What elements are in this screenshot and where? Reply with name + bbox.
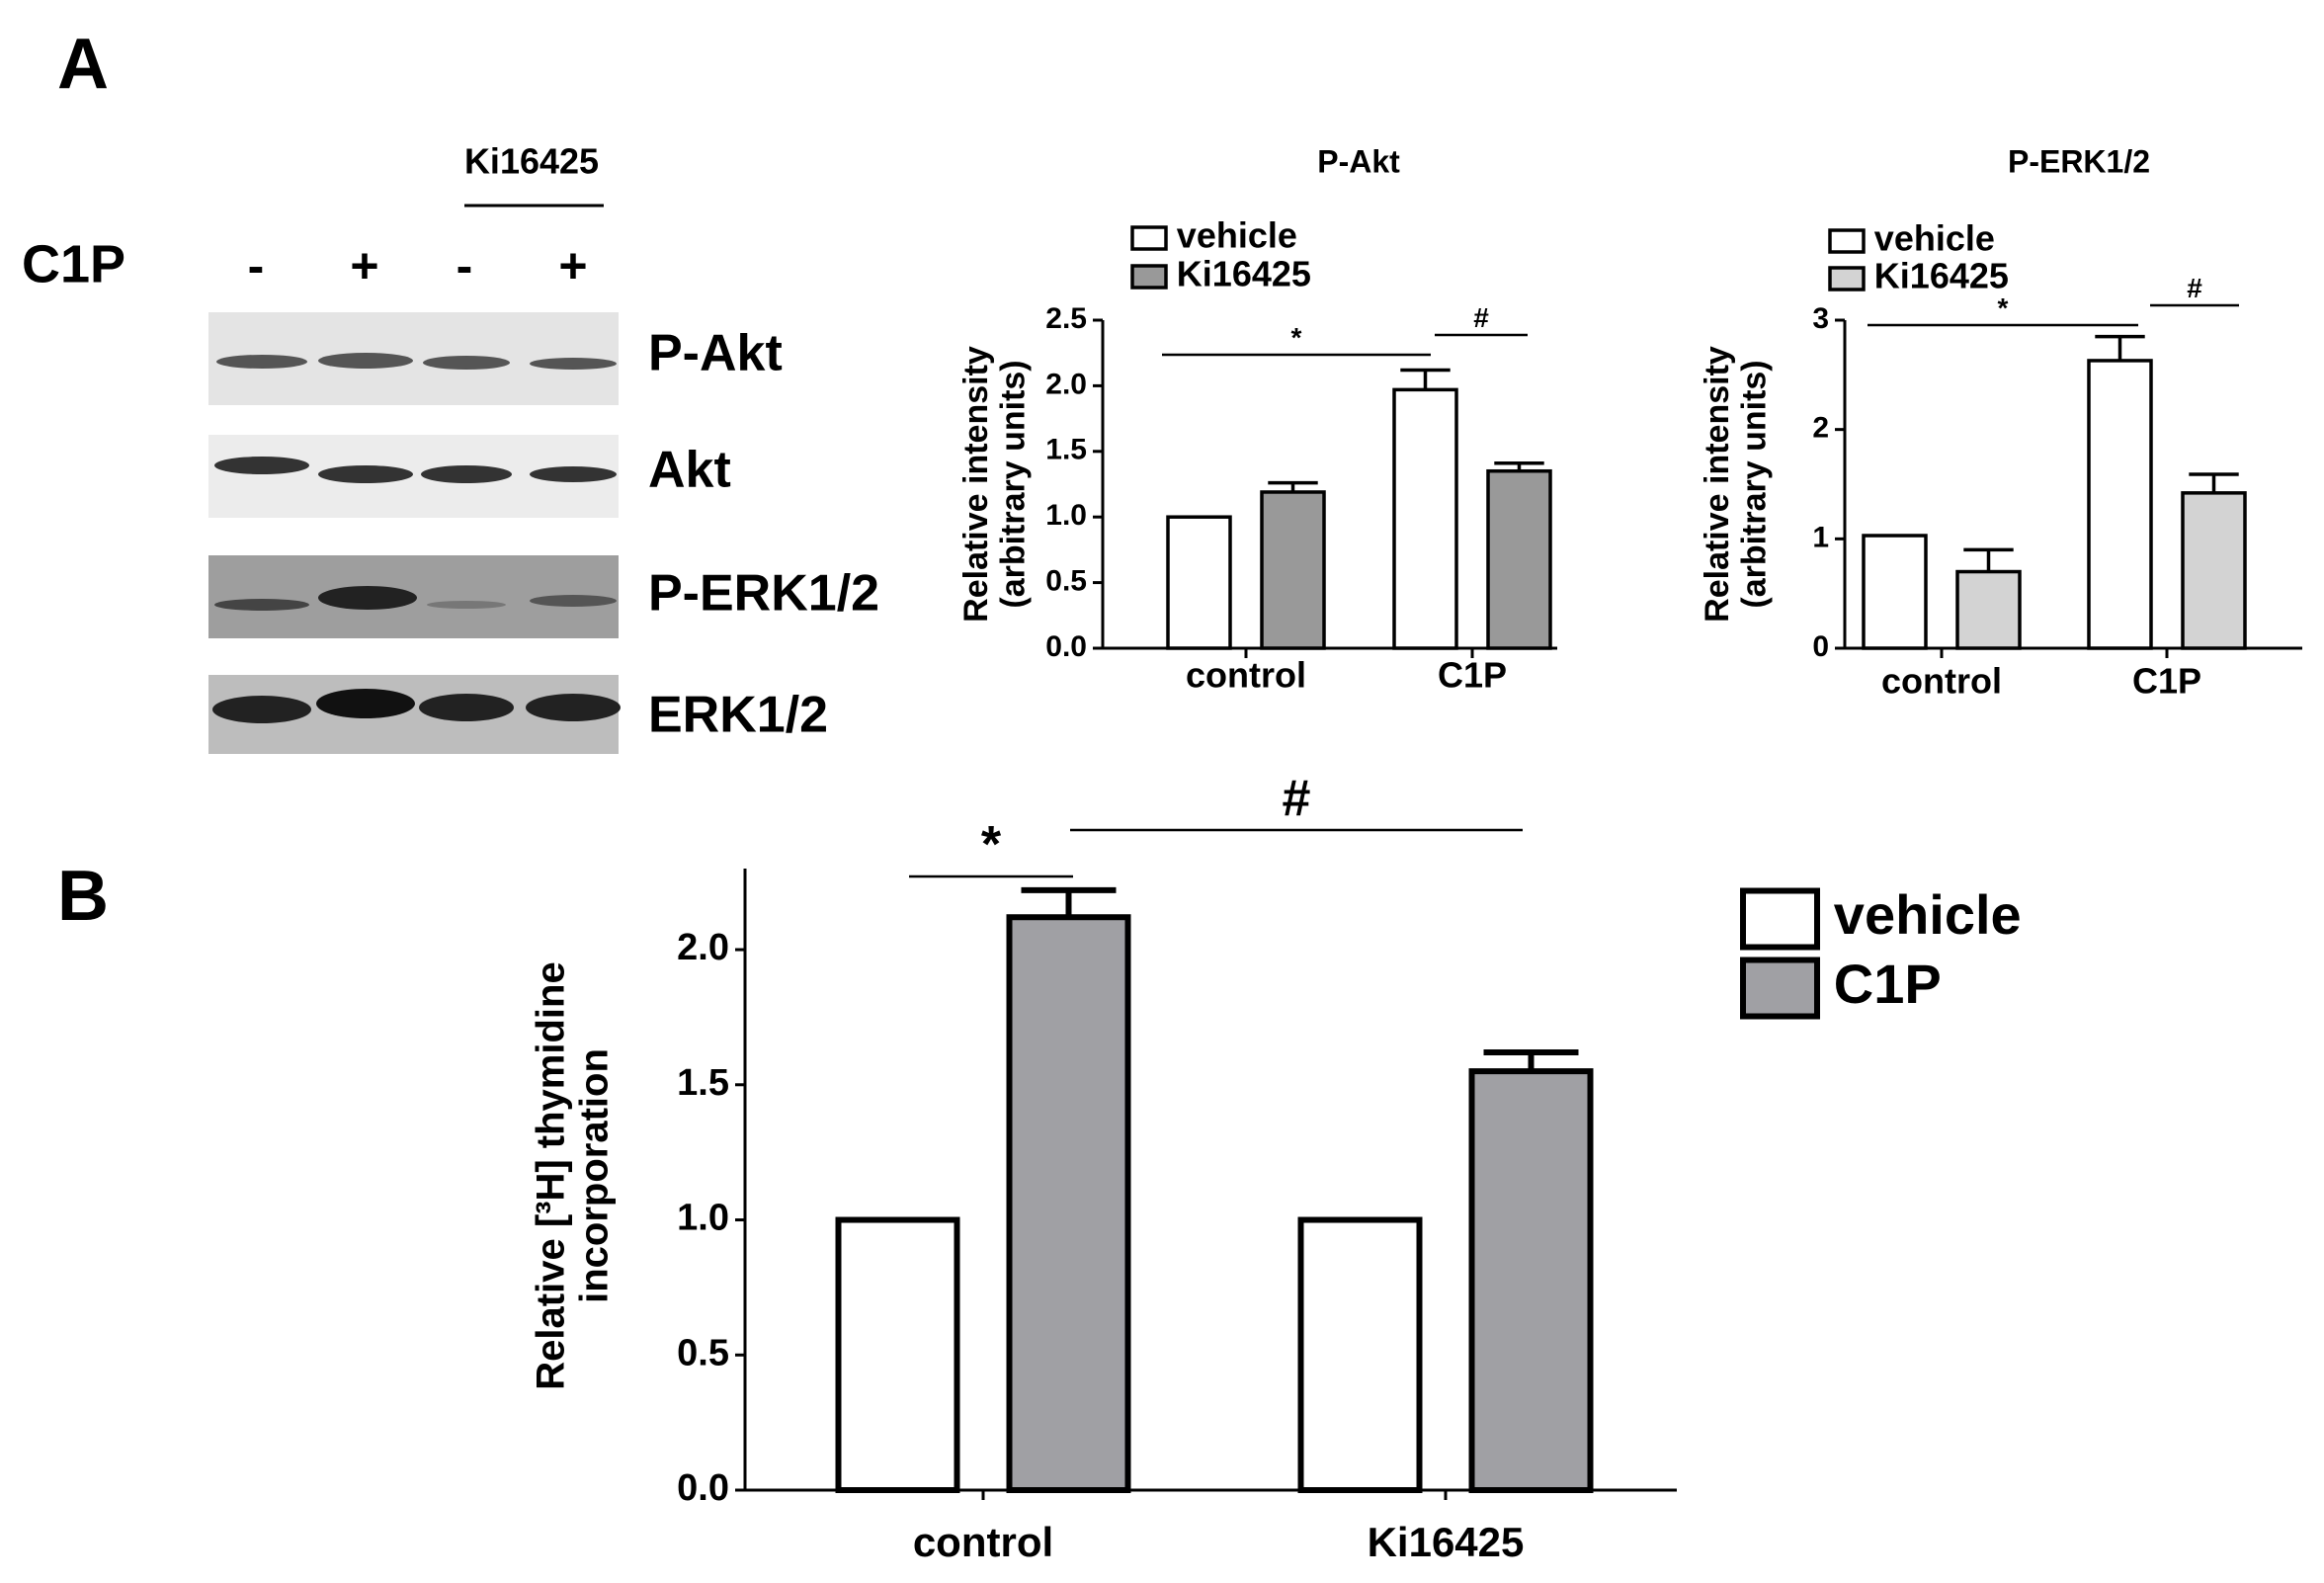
x-tick-label: C1P — [1438, 655, 1507, 696]
y-tick-label: 2.0 — [1045, 368, 1087, 400]
legend-label: Ki16425 — [1874, 256, 2009, 296]
bar — [1166, 515, 1232, 650]
annotation: # — [1473, 302, 1489, 333]
lane-label: + — [350, 238, 378, 293]
western-blot: Ki16425 C1P - + - + P-Akt Akt P-ERK1/2 E… — [22, 141, 879, 754]
lane-label: + — [558, 238, 587, 293]
y-tick-label: 0.5 — [1045, 565, 1087, 598]
annotation: * — [981, 816, 1002, 874]
x-tick-label: Ki16425 — [1368, 1519, 1525, 1565]
legend-label: Ki16425 — [1177, 254, 1311, 294]
bar — [2087, 359, 2153, 650]
bar — [1486, 468, 1552, 650]
legend-label: vehicle — [1177, 215, 1297, 256]
treatment-label: Ki16425 — [464, 141, 599, 182]
legend-swatch — [1130, 264, 1168, 290]
y-tick-label: 0 — [1812, 630, 1829, 663]
y-tick-label: 2.5 — [1045, 302, 1087, 335]
y-axis-label: Relative intensity — [957, 346, 995, 623]
lane-label: - — [248, 238, 265, 293]
y-axis-label: incorporation — [573, 1048, 617, 1303]
chart: P-ERK1/2 Relative intensity (arbitrary uni… — [1699, 143, 2302, 702]
bar — [1392, 387, 1458, 650]
panel-label: A — [57, 25, 109, 104]
chart: P-Akt Relative intensity (arbitrary units)… — [957, 143, 1557, 696]
legend-swatch — [1130, 225, 1168, 251]
bar — [2181, 491, 2247, 650]
bands — [212, 353, 621, 723]
y-tick-label: 2.0 — [677, 927, 729, 968]
chart: Relative [³H] thymidine incorporation 0.0 0… — [530, 770, 2022, 1565]
bar — [1862, 534, 1928, 650]
bar — [1955, 569, 2022, 650]
bar — [835, 1216, 960, 1493]
legend-label: C1P — [1834, 953, 1942, 1015]
legend-swatch — [1828, 228, 1866, 254]
annotation: # — [2187, 273, 2202, 303]
x-tick-label: control — [1186, 655, 1306, 696]
chart-title: P-ERK1/2 — [2008, 143, 2150, 179]
annotation: * — [1998, 292, 2009, 323]
y-axis-label: Relative intensity — [1699, 346, 1736, 623]
y-axis-label: Relative [³H] thymidine — [530, 961, 573, 1389]
x-tick-label: control — [1881, 661, 2002, 702]
y-tick-label: 1.0 — [1045, 499, 1087, 532]
band-label: P-ERK1/2 — [648, 565, 879, 623]
x-tick-label: C1P — [2132, 661, 2201, 702]
bar — [1468, 1068, 1594, 1493]
bar — [1006, 914, 1131, 1493]
y-tick-label: 1.0 — [677, 1198, 729, 1239]
annotation: * — [1291, 322, 1302, 353]
x-tick-label: control — [913, 1519, 1053, 1565]
legend-label: vehicle — [1874, 218, 1995, 259]
bar — [1260, 490, 1326, 650]
band-label: ERK1/2 — [648, 687, 828, 744]
band-label: Akt — [648, 442, 731, 499]
y-tick-label: 0.5 — [677, 1332, 729, 1374]
y-tick-label: 2 — [1812, 412, 1829, 445]
legend-swatch — [1740, 957, 1820, 1020]
legend-label: vehicle — [1834, 883, 2022, 946]
lane-label: - — [456, 238, 473, 293]
y-axis-label: (arbitrary units) — [994, 360, 1032, 608]
y-tick-label: 1.5 — [677, 1062, 729, 1104]
annotation: # — [1283, 770, 1311, 827]
legend-swatch — [1740, 887, 1820, 951]
y-axis-label: (arbitrary units) — [1735, 360, 1773, 608]
y-tick-label: 0.0 — [677, 1467, 729, 1509]
panel-label: B — [57, 857, 109, 936]
band-label: P-Akt — [648, 325, 783, 382]
chart-title: P-Akt — [1317, 143, 1400, 179]
y-tick-label: 3 — [1812, 302, 1829, 335]
legend-swatch — [1828, 266, 1866, 292]
y-tick-label: 1 — [1812, 521, 1829, 553]
y-tick-label: 0.0 — [1045, 630, 1087, 663]
row-label: C1P — [22, 234, 125, 293]
bar — [1297, 1216, 1423, 1493]
y-tick-label: 1.5 — [1045, 434, 1087, 466]
